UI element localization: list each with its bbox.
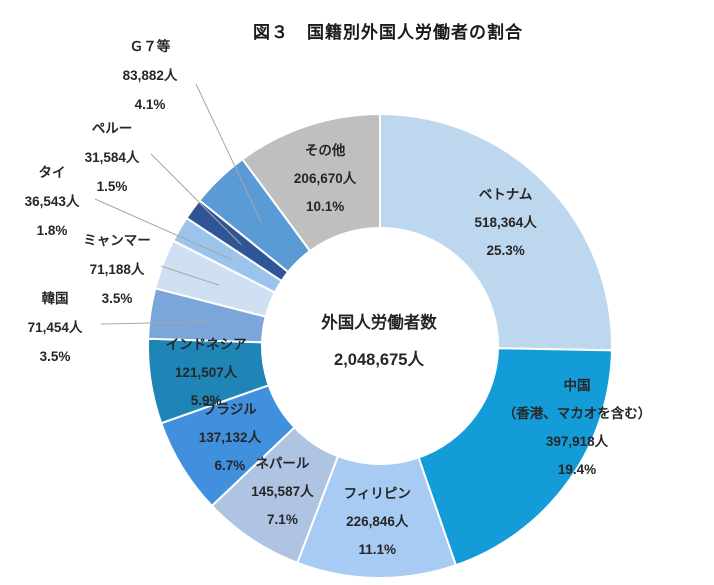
slice-other [241,112,381,253]
figure-title: 図３ 国籍別外国人労働者の割合 [253,23,523,42]
leader-line-g7 [195,83,262,222]
leader-line-thailand [94,198,232,260]
slice-china [417,347,613,567]
leader-line-korea [100,321,210,325]
leader-line-peru [150,153,242,245]
leader-line-myanmar [160,265,220,286]
slice-vietnam [379,112,613,352]
